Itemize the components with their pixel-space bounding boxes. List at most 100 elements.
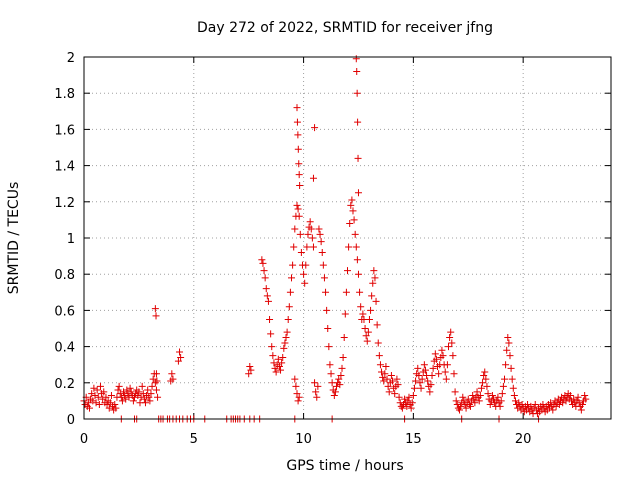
data-point xyxy=(122,395,130,403)
data-point xyxy=(114,386,122,394)
data-point xyxy=(347,201,355,209)
data-point xyxy=(292,382,300,390)
data-point xyxy=(301,279,309,287)
data-point xyxy=(269,352,277,360)
data-point xyxy=(427,381,435,389)
data-point xyxy=(337,372,345,380)
data-point xyxy=(281,339,289,347)
data-point xyxy=(367,306,375,314)
data-point xyxy=(459,393,467,401)
y-tick-label: 0.2 xyxy=(54,377,75,392)
data-point xyxy=(339,353,347,361)
data-point xyxy=(401,395,409,403)
data-point xyxy=(129,397,137,405)
data-point xyxy=(394,381,402,389)
data-point xyxy=(497,397,505,405)
data-point xyxy=(286,288,294,296)
data-point xyxy=(451,388,459,396)
data-point xyxy=(139,390,147,398)
data-point xyxy=(99,395,107,403)
data-point xyxy=(289,261,297,269)
data-point xyxy=(503,346,511,354)
data-point xyxy=(356,288,364,296)
data-point xyxy=(435,370,443,378)
data-point xyxy=(445,343,453,351)
y-axis-label: SRMTID / TECUs xyxy=(6,182,22,295)
data-point xyxy=(267,330,275,338)
data-point xyxy=(369,279,377,287)
data-point xyxy=(351,230,359,238)
data-point xyxy=(506,352,514,360)
data-point xyxy=(127,388,135,396)
data-point xyxy=(494,393,502,401)
data-point xyxy=(246,363,254,371)
data-point xyxy=(340,334,348,342)
data-point xyxy=(277,366,285,374)
data-point xyxy=(407,404,415,412)
data-point xyxy=(293,201,301,209)
data-point xyxy=(324,325,332,332)
data-point xyxy=(325,343,333,351)
data-point xyxy=(293,118,301,126)
data-point xyxy=(280,344,288,352)
data-point xyxy=(297,248,305,256)
data-point xyxy=(424,377,432,385)
data-point xyxy=(349,207,357,215)
data-point xyxy=(426,388,434,396)
data-point xyxy=(90,384,98,392)
y-tick-label: 1.8 xyxy=(54,87,75,102)
data-point xyxy=(486,401,494,409)
data-point xyxy=(291,225,299,233)
data-point xyxy=(285,303,293,311)
data-point xyxy=(312,388,320,396)
data-point xyxy=(469,391,477,399)
data-point xyxy=(488,391,496,399)
x-tick-label: 0 xyxy=(80,432,88,447)
data-point xyxy=(147,390,155,398)
data-point xyxy=(151,305,159,313)
data-point xyxy=(168,370,176,378)
data-point xyxy=(552,402,560,410)
data-point xyxy=(359,310,367,318)
data-point xyxy=(263,292,271,300)
data-point xyxy=(106,399,114,407)
data-point xyxy=(294,131,302,139)
axis-ticks: 00.20.40.60.811.21.41.61.820 5 10 15 20 xyxy=(54,51,611,447)
data-point xyxy=(271,364,279,372)
data-point xyxy=(404,397,412,405)
data-point xyxy=(111,401,119,409)
data-point xyxy=(296,230,304,238)
data-point xyxy=(115,382,123,390)
data-point xyxy=(140,395,148,403)
data-point xyxy=(177,353,185,361)
data-point xyxy=(331,388,339,396)
data-point xyxy=(308,234,316,242)
x-axis-label: GPS time / hours xyxy=(286,458,403,474)
y-tick-label: 2 xyxy=(67,51,75,66)
data-point xyxy=(92,399,100,407)
data-point xyxy=(443,361,451,369)
data-point xyxy=(577,406,585,414)
data-point xyxy=(295,212,303,220)
data-point xyxy=(88,390,96,398)
data-point xyxy=(290,243,298,251)
data-point xyxy=(96,382,104,390)
data-point xyxy=(380,377,388,385)
data-point xyxy=(429,364,437,372)
data-point xyxy=(341,310,349,318)
data-point xyxy=(501,375,509,383)
data-point xyxy=(134,391,142,399)
data-point xyxy=(327,370,335,378)
data-point xyxy=(272,368,280,376)
data-point xyxy=(306,218,314,226)
y-tick-label: 0.4 xyxy=(54,341,75,356)
data-point xyxy=(379,373,387,381)
data-point xyxy=(460,397,468,405)
data-point xyxy=(144,386,152,394)
data-point xyxy=(336,381,344,389)
data-point xyxy=(283,328,291,336)
data-point xyxy=(389,377,397,385)
data-point xyxy=(477,384,485,392)
data-point xyxy=(335,375,343,383)
data-point xyxy=(149,375,157,383)
